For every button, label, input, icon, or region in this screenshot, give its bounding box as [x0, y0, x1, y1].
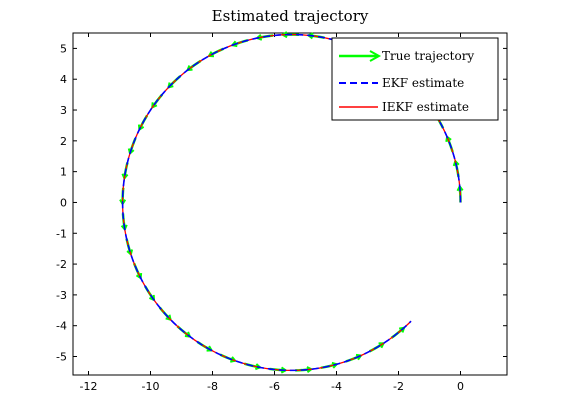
legend: True trajectory EKF estimate IEKF estimate — [331, 37, 499, 121]
x-tick-label: -4 — [331, 380, 342, 393]
y-tick-label: 3 — [60, 104, 67, 117]
axes-box — [72, 32, 508, 376]
x-tick-label: -6 — [269, 380, 280, 393]
y-tick-label: 1 — [60, 166, 67, 179]
y-tick-label: -4 — [56, 320, 67, 333]
legend-true-arrowhead — [369, 50, 382, 62]
x-tick-label: 0 — [457, 380, 464, 393]
y-tick-label: -1 — [56, 227, 67, 240]
legend-ekf-label: EKF estimate — [382, 76, 464, 90]
y-tick-label: 4 — [60, 73, 67, 86]
y-tick-label: 2 — [60, 135, 67, 148]
x-tick-label: -8 — [207, 380, 218, 393]
y-tick-label: -2 — [56, 258, 67, 271]
x-tick-label: -12 — [80, 380, 98, 393]
y-tick-label: -3 — [56, 289, 67, 302]
chart-title: Estimated trajectory — [212, 7, 369, 25]
x-tick-label: -2 — [393, 380, 404, 393]
legend-true-label: True trajectory — [382, 49, 474, 63]
y-tick-label: -5 — [56, 351, 67, 364]
x-tick-label: -10 — [142, 380, 160, 393]
y-tick-label: 0 — [60, 196, 67, 209]
legend-iekf-label: IEKF estimate — [382, 100, 469, 114]
y-tick-label: 5 — [60, 42, 67, 55]
